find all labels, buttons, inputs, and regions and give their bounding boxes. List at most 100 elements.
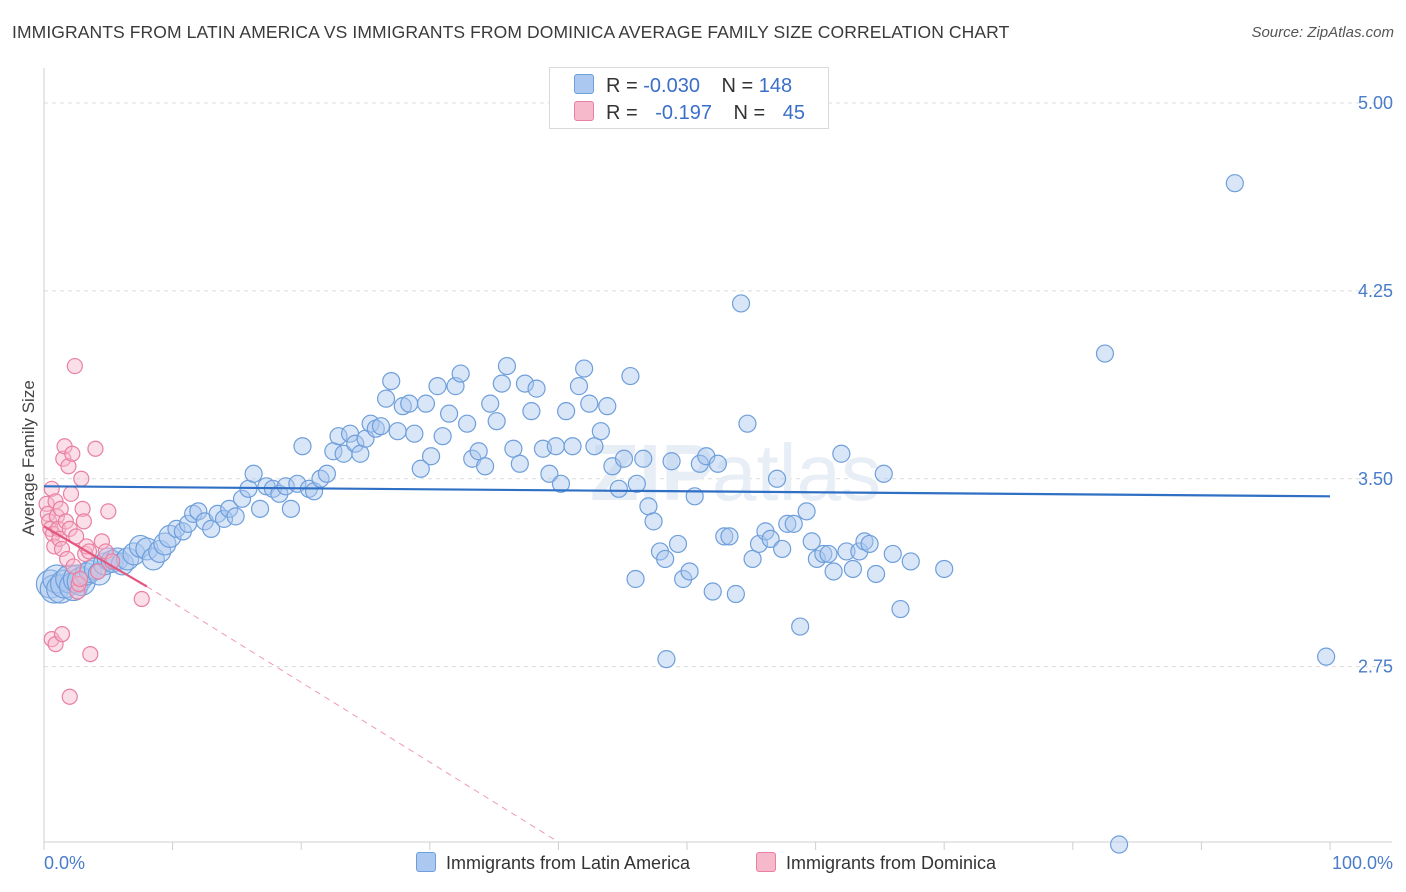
point-latin-america bbox=[366, 419, 385, 438]
y-tick-label: 3.50 bbox=[1358, 469, 1393, 489]
point-latin-america bbox=[557, 402, 576, 421]
point-latin-america bbox=[563, 437, 582, 456]
point-latin-america bbox=[874, 464, 893, 483]
point-latin-america bbox=[627, 474, 646, 493]
point-latin-america bbox=[626, 569, 645, 589]
point-latin-america bbox=[451, 364, 470, 383]
point-dominica bbox=[64, 445, 81, 462]
point-latin-america bbox=[351, 444, 370, 463]
point-latin-america bbox=[639, 497, 658, 516]
bottom-legend-swatch-pink bbox=[756, 852, 776, 872]
point-latin-america bbox=[329, 427, 348, 446]
point-dominica bbox=[133, 590, 150, 608]
point-latin-america bbox=[791, 617, 810, 636]
point-latin-america bbox=[214, 509, 234, 528]
point-latin-america bbox=[802, 532, 821, 551]
point-latin-america bbox=[832, 444, 851, 463]
point-latin-america bbox=[860, 534, 879, 554]
point-latin-america bbox=[457, 414, 477, 433]
point-latin-america bbox=[843, 559, 862, 579]
legend-swatch-pink bbox=[574, 101, 594, 121]
point-latin-america bbox=[726, 584, 745, 604]
point-latin-america bbox=[761, 529, 780, 549]
point-dominica bbox=[47, 636, 64, 653]
watermark: ZIP bbox=[590, 428, 714, 517]
bottom-legend-label-pink: Immigrants from Dominica bbox=[786, 853, 997, 873]
point-latin-america bbox=[293, 437, 312, 456]
point-latin-america bbox=[433, 427, 452, 446]
point-latin-america bbox=[527, 379, 546, 398]
y-axis-label: Average Family Size bbox=[19, 380, 38, 536]
point-latin-america bbox=[189, 502, 208, 521]
point-latin-america bbox=[317, 464, 337, 483]
point-latin-america bbox=[569, 377, 589, 396]
point-dominica bbox=[89, 563, 107, 580]
point-dominica bbox=[48, 508, 65, 525]
point-latin-america bbox=[690, 454, 709, 473]
legend-r-value: -0.197 bbox=[655, 102, 712, 124]
bottom-legend-pink: Immigrants from Dominica bbox=[756, 852, 996, 874]
legend-n-value: 45 bbox=[782, 102, 806, 124]
point-dominica bbox=[74, 500, 91, 517]
point-latin-america bbox=[824, 562, 843, 581]
legend-r-value: -0.030 bbox=[643, 75, 700, 97]
bottom-legend-blue: Immigrants from Latin America bbox=[416, 852, 690, 874]
axes bbox=[43, 68, 1392, 850]
point-latin-america bbox=[883, 544, 902, 564]
point-latin-america bbox=[400, 394, 419, 413]
x-tick-label: 0.0% bbox=[44, 853, 85, 873]
point-latin-america bbox=[773, 539, 792, 559]
point-dominica bbox=[97, 543, 114, 560]
point-latin-america bbox=[644, 512, 663, 531]
point-latin-america bbox=[819, 544, 838, 564]
point-dominica bbox=[71, 570, 89, 588]
point-latin-america bbox=[715, 527, 734, 546]
trend-line-dominica-extended bbox=[146, 586, 559, 843]
legend-n-label: N = bbox=[721, 75, 754, 97]
legend-row-blue: R = -0.030 N = 148 bbox=[574, 74, 792, 100]
point-latin-america bbox=[551, 474, 571, 493]
point-latin-america bbox=[668, 534, 688, 554]
point-latin-america bbox=[371, 417, 391, 436]
point-latin-america bbox=[515, 374, 535, 393]
legend-swatch-blue bbox=[574, 74, 594, 94]
point-latin-america bbox=[346, 434, 365, 453]
legend-row-pink: R = -0.197 N = 45 bbox=[574, 101, 805, 127]
watermark-atlas: atlas bbox=[712, 428, 881, 517]
point-dominica bbox=[61, 688, 78, 705]
point-latin-america bbox=[276, 477, 295, 496]
bottom-legend-label-blue: Immigrants from Latin America bbox=[446, 853, 691, 873]
tick-labels: 2.75 3.50 4.25 5.00 0.0% 100.0% bbox=[44, 93, 1393, 873]
point-latin-america bbox=[487, 412, 506, 431]
bottom-legend-swatch-blue bbox=[416, 852, 436, 872]
legend-n-value: 148 bbox=[758, 75, 793, 97]
point-latin-america bbox=[232, 489, 252, 508]
point-latin-america bbox=[270, 484, 289, 503]
point-latin-america bbox=[680, 562, 699, 581]
series-latin-america bbox=[35, 174, 1336, 854]
point-latin-america bbox=[250, 499, 270, 518]
point-latin-america bbox=[738, 414, 757, 433]
point-latin-america bbox=[411, 459, 430, 478]
point-dominica bbox=[75, 513, 92, 530]
point-latin-america bbox=[797, 502, 816, 521]
point-latin-america bbox=[522, 402, 541, 421]
point-latin-america bbox=[428, 377, 447, 396]
point-latin-america bbox=[767, 469, 787, 488]
point-latin-america bbox=[439, 404, 459, 423]
point-latin-america bbox=[475, 457, 495, 476]
point-latin-america bbox=[376, 389, 396, 408]
point-latin-america bbox=[58, 571, 89, 602]
point-dominica bbox=[82, 646, 99, 663]
point-latin-america bbox=[504, 439, 523, 458]
point-latin-america bbox=[575, 359, 594, 378]
y-tick-label: 2.75 bbox=[1358, 657, 1393, 677]
point-latin-america bbox=[122, 542, 146, 566]
point-latin-america bbox=[416, 394, 436, 413]
point-dominica bbox=[73, 470, 90, 487]
point-dominica bbox=[62, 485, 80, 502]
point-latin-america bbox=[281, 499, 301, 518]
point-latin-america bbox=[778, 514, 797, 533]
point-latin-america bbox=[901, 552, 920, 571]
point-latin-america bbox=[855, 532, 874, 551]
